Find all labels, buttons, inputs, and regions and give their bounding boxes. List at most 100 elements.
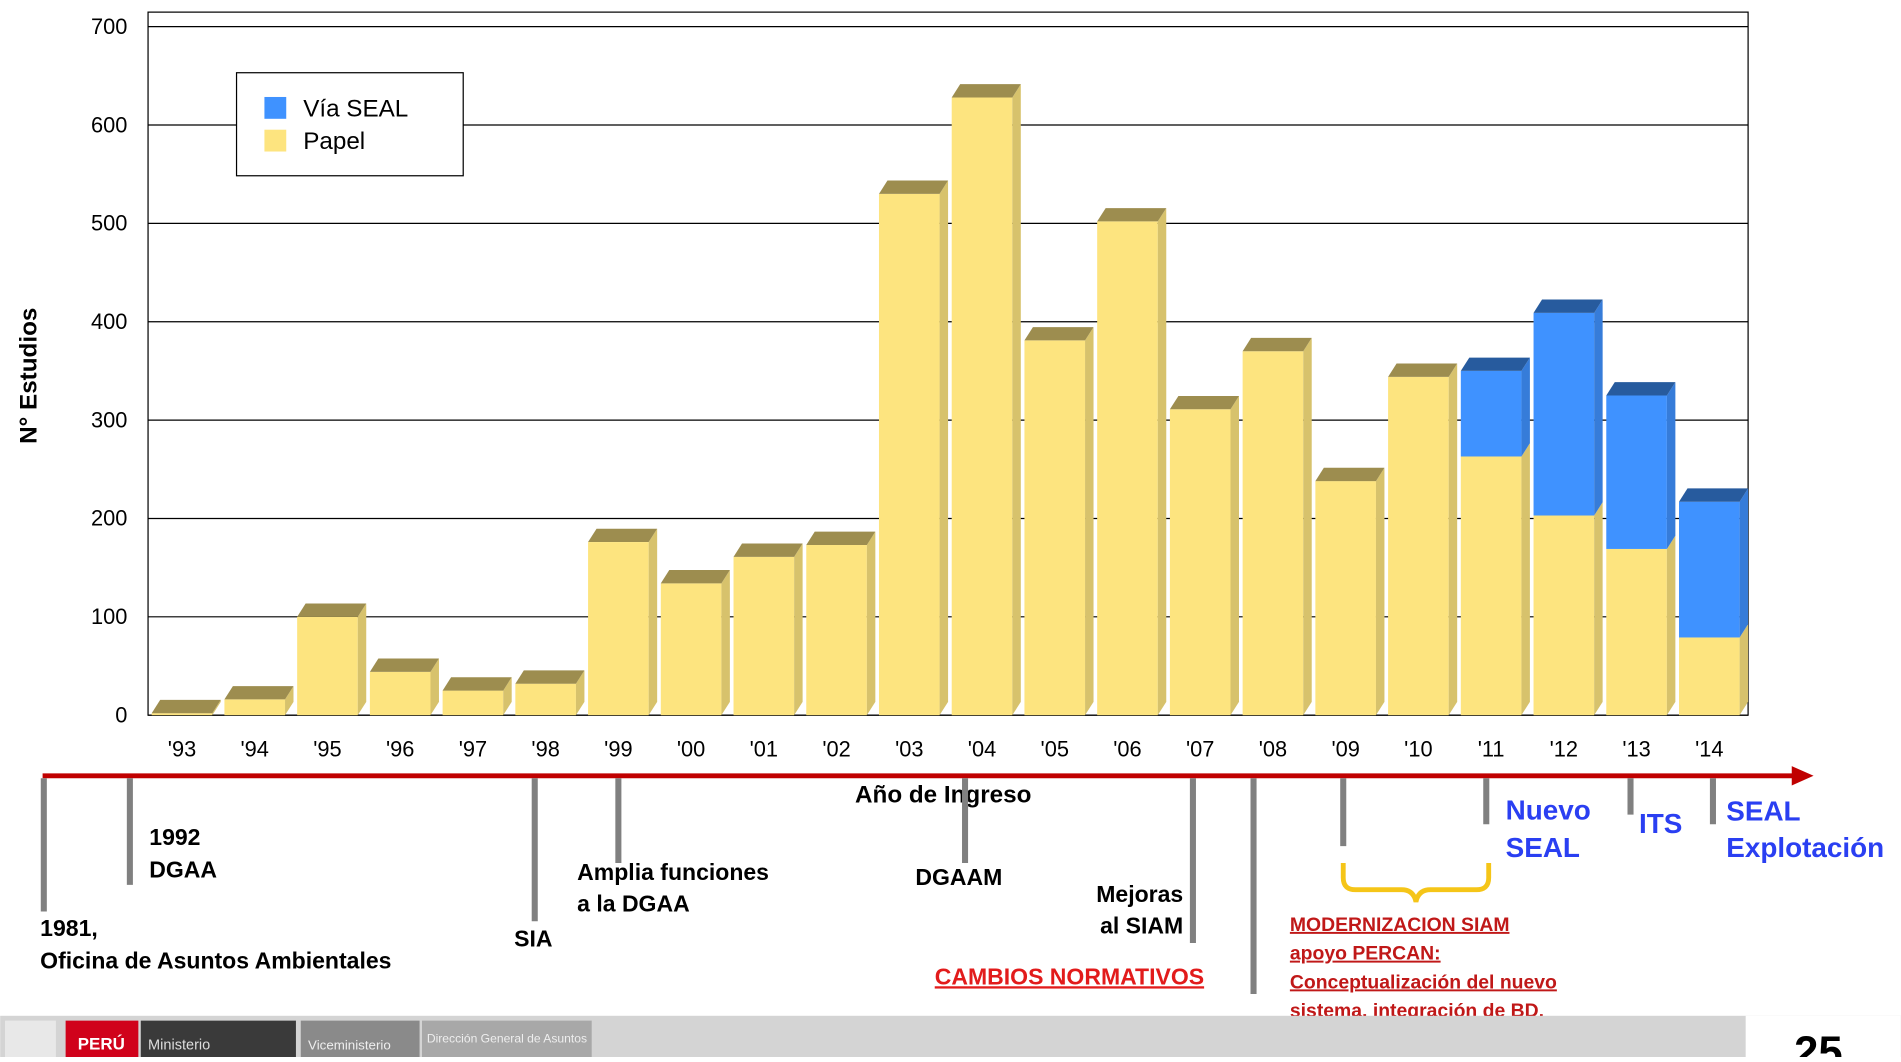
bar-top [878, 180, 949, 194]
x-tick-label: '06 [1113, 736, 1141, 761]
timeline-arrow [1791, 766, 1814, 786]
bracket [1340, 863, 1492, 903]
bar [1533, 515, 1595, 716]
bar-side [1739, 624, 1749, 716]
bar-top [806, 531, 876, 546]
bar-side [285, 686, 294, 716]
bar-side [1739, 488, 1749, 638]
bar-side [1230, 395, 1239, 716]
legend-label: Papel [303, 128, 365, 155]
footer-ministry-box [140, 1020, 296, 1057]
annotation: 1981, [40, 915, 98, 941]
bar [733, 556, 795, 716]
bar [951, 97, 1013, 716]
legend-label: Vía SEAL [303, 95, 408, 122]
bar [369, 671, 431, 716]
annotation: Nuevo [1506, 794, 1591, 825]
bar-side [1375, 467, 1385, 716]
annotation: SEAL [1726, 796, 1800, 827]
x-tick-label: '00 [677, 736, 705, 761]
annotation: a la DGAA [577, 891, 690, 917]
bar-top [1242, 337, 1312, 352]
bar [1242, 351, 1304, 716]
footer-vice-box [300, 1020, 420, 1057]
bar-top [1169, 395, 1239, 410]
y-tick-label: 0 [115, 702, 127, 727]
x-tick-label: '12 [1550, 736, 1578, 761]
annotation: MODERNIZACION SIAM [1290, 914, 1510, 936]
bar-side [1594, 502, 1603, 716]
bar-side [503, 677, 512, 716]
x-tick-label: '95 [313, 736, 341, 761]
x-tick-label: '07 [1186, 736, 1214, 761]
bar-top [1097, 208, 1167, 222]
annotation: SIA [514, 926, 553, 952]
bar-side [1448, 363, 1458, 716]
bar-top [1388, 363, 1458, 377]
bar-top [1606, 382, 1676, 396]
annotation: apoyo PERCAN: [1290, 943, 1441, 965]
bar [1097, 221, 1158, 716]
bar-top [369, 658, 439, 672]
x-tick-label: '08 [1259, 736, 1287, 761]
bar-top [660, 570, 730, 584]
annotation: Conceptualización del nuevo [1290, 971, 1557, 993]
footer-direction: Dirección General de Asuntos [427, 1031, 587, 1045]
x-tick-label: '04 [968, 736, 996, 761]
footer-page-box [1745, 1015, 1901, 1057]
bar-side [866, 531, 876, 716]
y-tick-label: 100 [91, 604, 127, 629]
x-tick-label: '02 [822, 736, 850, 761]
x-tick-label: '96 [386, 736, 414, 761]
annotation: ITS [1639, 808, 1682, 839]
bar-side [1521, 443, 1530, 716]
bar-side [648, 528, 658, 716]
annotation: Mejoras [1096, 881, 1183, 907]
bar-side [212, 699, 221, 716]
bar [806, 545, 867, 716]
bar-top [1679, 488, 1749, 502]
bar [442, 690, 504, 716]
bar [515, 683, 576, 716]
legend-swatch [264, 96, 287, 119]
footer-country: PERÚ [78, 1035, 125, 1054]
bar [1024, 340, 1086, 716]
bar [1169, 409, 1231, 716]
annotation: DGAAM [915, 864, 1002, 890]
y-tick-label: 600 [91, 112, 127, 137]
annotation: 1992 [149, 824, 200, 850]
bar-side [357, 603, 367, 716]
legend-swatch [264, 129, 287, 152]
x-tick-label: '11 [1478, 736, 1505, 761]
bar-top [297, 603, 367, 617]
x-axis-label: Año de Ingreso [855, 781, 1031, 808]
bar-top [151, 699, 221, 714]
bar [1460, 370, 1522, 457]
bar [151, 713, 213, 716]
bar [1606, 548, 1667, 716]
bar [1315, 481, 1376, 716]
bar-top [733, 543, 803, 557]
annotation: CAMBIOS NORMATIVOS [935, 963, 1204, 989]
bar-side [939, 180, 949, 716]
bar-side [1594, 299, 1603, 516]
annotation: DGAA [149, 857, 217, 883]
bar-side [1303, 337, 1312, 716]
y-tick-label: 500 [91, 211, 127, 236]
x-tick-label: '09 [1331, 736, 1359, 761]
footer-direction-box [422, 1020, 592, 1057]
footer-logo [5, 1020, 56, 1057]
bar-side [575, 670, 585, 716]
bar-top [442, 677, 512, 691]
bar-top [1315, 467, 1385, 482]
bar-side [794, 543, 803, 716]
x-tick-label: '13 [1622, 736, 1650, 761]
legend-box [235, 72, 464, 177]
footer-vice: Viceministerio [308, 1038, 391, 1053]
x-tick-label: '05 [1041, 736, 1069, 761]
bar-top [1533, 299, 1603, 313]
bar-side [1157, 208, 1167, 716]
y-tick-label: 300 [91, 407, 127, 432]
bar [588, 542, 649, 716]
